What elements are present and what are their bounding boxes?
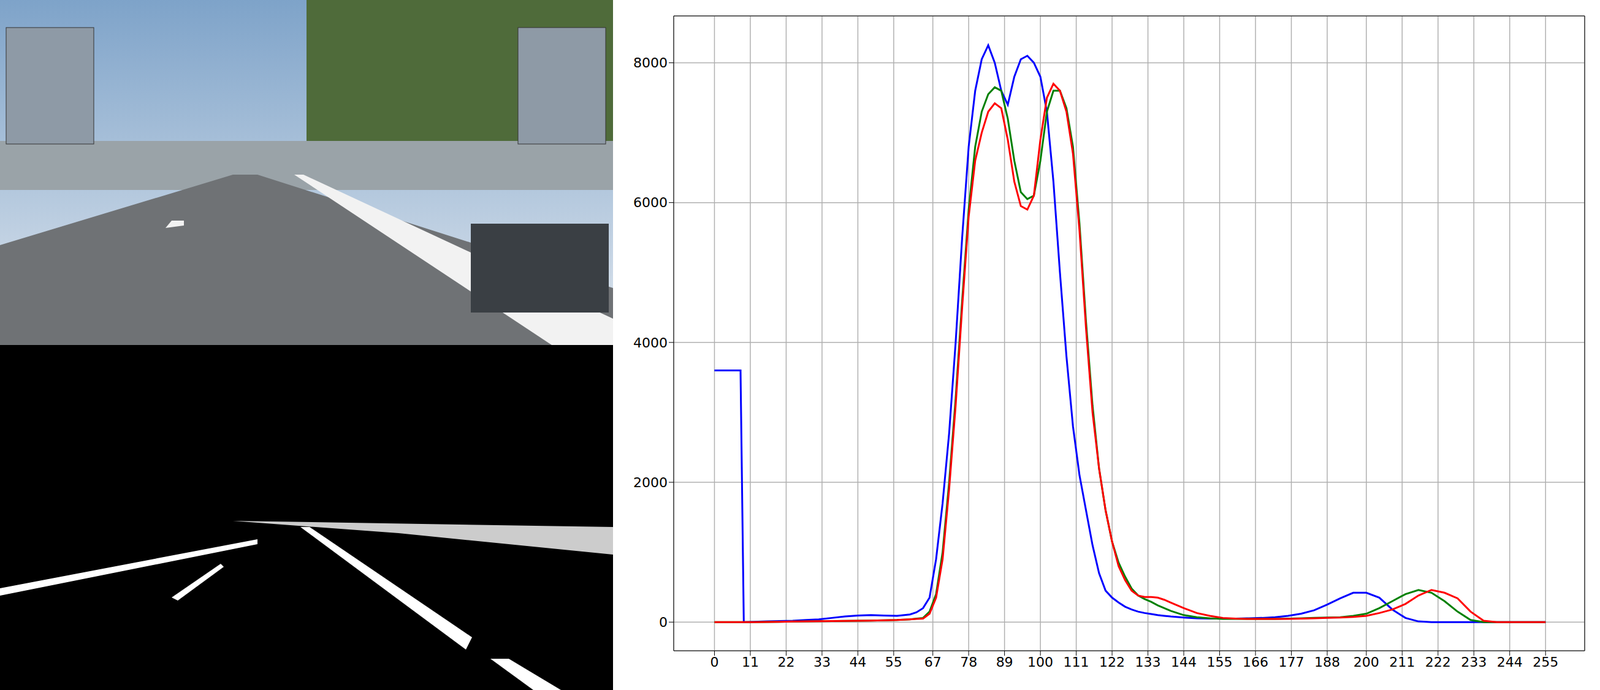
svg-text:111: 111	[1063, 654, 1090, 671]
svg-text:222: 222	[1425, 654, 1452, 671]
svg-text:255: 255	[1532, 654, 1559, 671]
svg-text:6000: 6000	[633, 194, 668, 211]
svg-text:55: 55	[885, 654, 903, 671]
svg-text:22: 22	[777, 654, 795, 671]
svg-text:100: 100	[1027, 654, 1054, 671]
svg-text:233: 233	[1460, 654, 1487, 671]
svg-text:166: 166	[1242, 654, 1269, 671]
svg-text:67: 67	[924, 654, 942, 671]
svg-text:44: 44	[849, 654, 867, 671]
svg-text:8000: 8000	[633, 55, 668, 71]
svg-text:188: 188	[1314, 654, 1341, 671]
svg-text:133: 133	[1135, 654, 1162, 671]
svg-text:0: 0	[709, 654, 719, 671]
svg-text:2000: 2000	[633, 475, 668, 491]
svg-text:244: 244	[1497, 654, 1523, 671]
svg-text:78: 78	[960, 654, 978, 671]
svg-text:211: 211	[1389, 654, 1415, 671]
svg-text:4000: 4000	[633, 335, 668, 351]
svg-text:122: 122	[1099, 654, 1125, 671]
svg-text:89: 89	[996, 654, 1014, 671]
svg-text:11: 11	[741, 654, 759, 671]
svg-text:155: 155	[1207, 654, 1233, 671]
svg-text:33: 33	[813, 654, 831, 671]
svg-text:200: 200	[1353, 654, 1380, 671]
svg-text:0: 0	[659, 614, 668, 631]
svg-text:177: 177	[1278, 654, 1305, 671]
svg-text:144: 144	[1170, 654, 1197, 671]
